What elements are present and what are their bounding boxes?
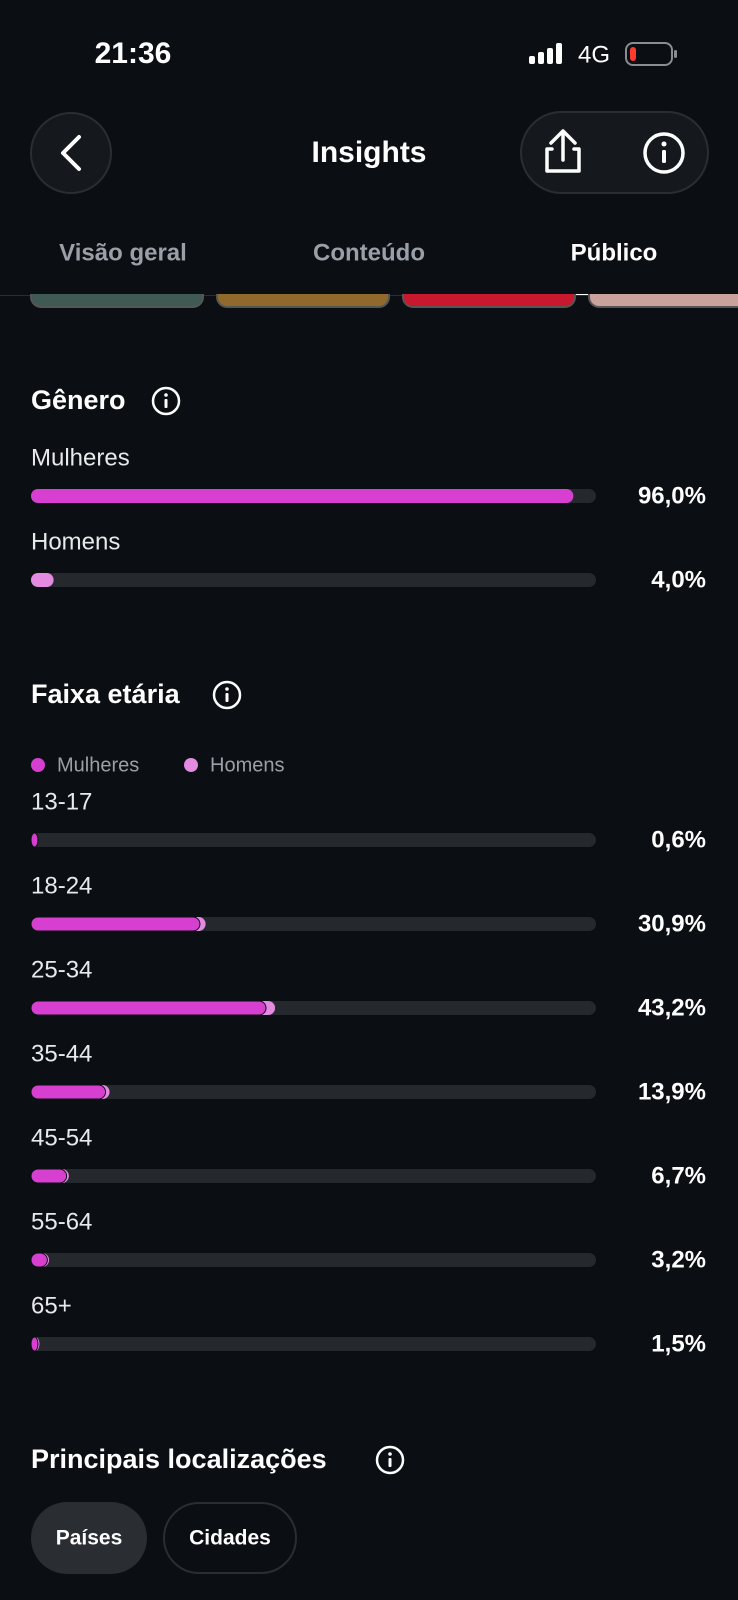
- bar: [31, 573, 54, 587]
- row-value: 3,2%: [651, 1246, 706, 1273]
- row-label: Mulheres: [31, 444, 130, 471]
- network-label: 4G: [578, 41, 610, 68]
- bar-track: [31, 1253, 596, 1267]
- row-value: 1,5%: [651, 1330, 706, 1357]
- signal-icon: [529, 43, 562, 64]
- bar-women: [30, 1252, 48, 1268]
- page-title: Insights: [311, 136, 426, 169]
- back-button[interactable]: [30, 112, 112, 194]
- legend-dot: [31, 758, 45, 772]
- row-label: 65+: [31, 1292, 72, 1319]
- status-time: 21:36: [95, 37, 172, 70]
- action-pill: [520, 111, 709, 194]
- row-value: 6,7%: [651, 1162, 706, 1189]
- bar-women: [30, 832, 39, 848]
- bar-women: [30, 1084, 107, 1100]
- bar-track: [31, 1337, 596, 1351]
- bar-track: [31, 1085, 596, 1099]
- legend-label: Mulheres: [57, 754, 139, 776]
- info-button[interactable]: [643, 132, 685, 174]
- legend-label: Homens: [210, 754, 284, 776]
- filter-button[interactable]: Países: [31, 1502, 147, 1574]
- section-title: Principais localizações: [31, 1444, 327, 1474]
- legend-dot: [184, 758, 198, 772]
- bar-track: [31, 833, 596, 847]
- filter-button[interactable]: Cidades: [163, 1502, 297, 1574]
- bar-women: [30, 1336, 39, 1352]
- row-value: 43,2%: [638, 994, 706, 1021]
- bar-track: [31, 1169, 596, 1183]
- tab-label[interactable]: Visão geral: [59, 239, 187, 266]
- row-value: 0,6%: [651, 826, 706, 853]
- bar: [31, 489, 574, 503]
- button-label[interactable]: Países: [56, 1527, 123, 1550]
- row-label: 35-44: [31, 1040, 92, 1067]
- row-label: 13-17: [31, 788, 92, 815]
- row-value: 30,9%: [638, 910, 706, 937]
- bar-women: [30, 1168, 68, 1184]
- row-label: Homens: [31, 528, 120, 555]
- share-button[interactable]: [545, 129, 581, 173]
- row-label: 45-54: [31, 1124, 92, 1151]
- tab[interactable]: Conteúdo: [313, 239, 425, 266]
- row-value: 13,9%: [638, 1078, 706, 1105]
- row-value: 96,0%: [638, 482, 706, 509]
- tab[interactable]: Visão geral: [59, 239, 187, 266]
- button-label[interactable]: Cidades: [189, 1527, 271, 1550]
- thumbnail-strip: [0, 270, 738, 308]
- bar-women: [30, 916, 201, 932]
- tab[interactable]: Público: [571, 239, 658, 266]
- battery-icon: [625, 42, 677, 66]
- section-title: Faixa etária: [31, 679, 181, 709]
- info-icon[interactable]: [151, 386, 181, 416]
- row-value: 4,0%: [651, 566, 706, 593]
- section-title: Gênero: [31, 385, 126, 415]
- bar-women: [30, 1000, 267, 1016]
- row-label: 18-24: [31, 872, 92, 899]
- tab-label[interactable]: Conteúdo: [313, 239, 425, 266]
- row-label: 25-34: [31, 956, 92, 983]
- bar-track: [31, 573, 596, 587]
- row-label: 55-64: [31, 1208, 92, 1235]
- info-icon[interactable]: [212, 680, 242, 710]
- info-icon[interactable]: [375, 1445, 405, 1475]
- tab-label[interactable]: Público: [571, 239, 658, 266]
